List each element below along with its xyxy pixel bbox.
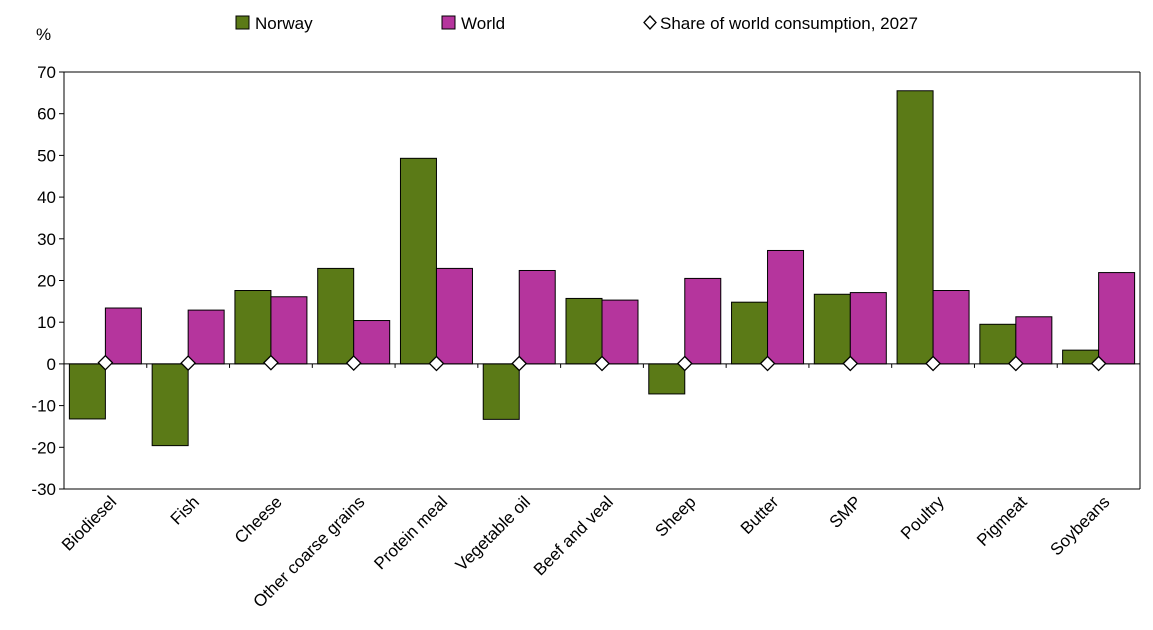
y-tick-label: -10 bbox=[31, 397, 56, 416]
share-marker-other-coarse-grains bbox=[345, 355, 362, 371]
legend-label-world: World bbox=[461, 14, 505, 33]
legend-label-share: Share of world consumption, 2027 bbox=[660, 14, 918, 33]
share-marker-cheese bbox=[263, 354, 279, 371]
x-category-label: Biodiesel bbox=[58, 492, 120, 554]
bar-norway-protein-meal bbox=[399, 157, 437, 365]
bar-world-poultry bbox=[932, 290, 970, 365]
y-tick-label: 60 bbox=[37, 105, 56, 124]
x-category-label: Pigmeat bbox=[973, 492, 1031, 550]
bar-norway-smp bbox=[813, 293, 851, 365]
y-tick-label: 0 bbox=[47, 355, 56, 374]
legend-label-norway: Norway bbox=[255, 14, 313, 33]
y-axis-unit-label: % bbox=[36, 25, 51, 44]
share-marker-smp bbox=[842, 355, 859, 372]
bar-world-biodiesel bbox=[104, 307, 142, 365]
x-category-label: Fish bbox=[167, 492, 203, 528]
share-marker-butter bbox=[759, 355, 776, 372]
y-tick-label: 40 bbox=[37, 188, 56, 207]
x-category-label: Poultry bbox=[897, 492, 948, 543]
share-marker-pigmeat bbox=[1007, 355, 1024, 372]
y-tick-label: 10 bbox=[37, 313, 56, 332]
legend: Norway World Share of world consumption,… bbox=[235, 14, 918, 33]
x-category-label: Soybeans bbox=[1047, 492, 1114, 559]
bar-norway-fish bbox=[151, 363, 189, 447]
bar-norway-biodiesel bbox=[68, 363, 106, 420]
share-marker-fish bbox=[180, 355, 197, 371]
bar-world-beef-and-veal bbox=[601, 299, 639, 365]
bar-norway-vegetable-oil bbox=[482, 363, 520, 420]
bar-norway-butter bbox=[731, 301, 769, 365]
bar-world-protein-meal bbox=[435, 267, 473, 365]
bar-world-cheese bbox=[270, 296, 308, 365]
x-category-label: Protein meal bbox=[370, 492, 451, 573]
bar-world-vegetable-oil bbox=[518, 269, 556, 365]
y-tick-label: -30 bbox=[31, 480, 56, 499]
share-marker-sheep bbox=[676, 355, 693, 372]
bar-world-fish bbox=[187, 309, 225, 365]
x-category-label: Sheep bbox=[651, 492, 699, 540]
bar-world-smp bbox=[849, 292, 887, 365]
bar-norway-cheese bbox=[234, 290, 272, 365]
y-tick-label: -20 bbox=[31, 438, 56, 457]
bar-world-pigmeat bbox=[1015, 316, 1053, 365]
share-marker-soybeans bbox=[1090, 355, 1107, 372]
bar-norway-beef-and-veal bbox=[565, 297, 603, 365]
x-category-label: Beef and veal bbox=[530, 492, 617, 579]
bar-world-other-coarse-grains bbox=[353, 320, 391, 365]
bar-norway-other-coarse-grains bbox=[317, 267, 355, 365]
bar-world-butter bbox=[767, 249, 805, 365]
x-category-label: SMP bbox=[826, 492, 865, 531]
legend-marker-share bbox=[643, 15, 657, 30]
share-marker-protein-meal bbox=[428, 355, 445, 372]
x-category-label: Butter bbox=[737, 492, 783, 538]
legend-swatch-world bbox=[441, 15, 456, 30]
legend-swatch-norway bbox=[235, 15, 250, 30]
y-tick-label: 30 bbox=[37, 230, 56, 249]
share-marker-beef-and-veal bbox=[594, 355, 610, 372]
bar-norway-sheep bbox=[648, 363, 686, 395]
share-marker-vegetable-oil bbox=[511, 355, 528, 372]
share-marker-poultry bbox=[925, 355, 941, 372]
bar-norway-pigmeat bbox=[979, 323, 1017, 365]
x-category-label: Vegetable oil bbox=[452, 492, 534, 574]
share-marker-biodiesel bbox=[97, 354, 114, 371]
y-tick-label: 20 bbox=[37, 272, 56, 291]
bar-world-soybeans bbox=[1098, 272, 1136, 365]
bar-world-sheep bbox=[684, 277, 722, 365]
bar-norway-poultry bbox=[896, 90, 934, 365]
y-tick-label: 50 bbox=[37, 146, 56, 165]
y-tick-label: 70 bbox=[37, 63, 56, 82]
x-category-label: Cheese bbox=[231, 492, 286, 547]
